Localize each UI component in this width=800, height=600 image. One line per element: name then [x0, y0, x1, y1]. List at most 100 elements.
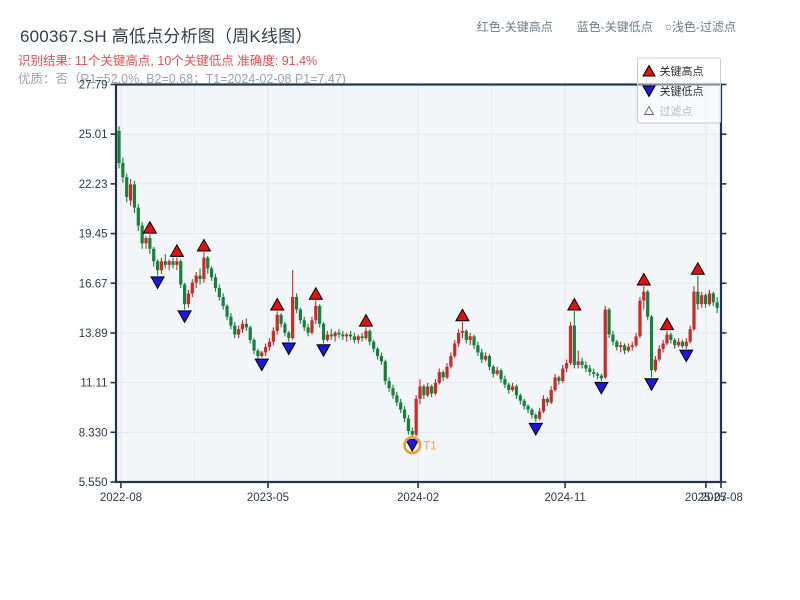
y-tick-label: 22.23 — [79, 179, 108, 191]
candle-body — [715, 302, 719, 308]
candle-body — [507, 384, 511, 390]
candle-body — [541, 398, 546, 412]
candle-body — [445, 366, 449, 378]
candle-body — [291, 297, 295, 339]
candle-body — [700, 295, 704, 305]
candle-body — [503, 379, 507, 385]
candle-body — [642, 291, 646, 301]
candle-body — [422, 386, 426, 396]
candle-body — [657, 348, 661, 360]
candle-body — [534, 414, 538, 419]
candle-body — [298, 309, 302, 321]
y-tick-label: 25.01 — [79, 129, 108, 141]
y-tick-label: 5.550 — [79, 477, 108, 489]
candle-body — [279, 314, 283, 324]
candle-body — [468, 336, 472, 340]
candle-body — [491, 366, 495, 374]
candle-body — [634, 336, 638, 346]
candle-body — [210, 268, 214, 278]
key-high-marker — [636, 272, 652, 286]
x-tick-label: 2024-11 — [544, 492, 585, 504]
candle-body — [186, 293, 191, 305]
candle-body — [287, 332, 291, 339]
legend-item-label: 关键高点 — [660, 64, 704, 78]
t1-label: T1 — [423, 440, 436, 452]
candle-body — [217, 288, 221, 298]
candle-body — [480, 352, 484, 360]
candle-body — [522, 400, 526, 407]
candle-body — [441, 372, 445, 378]
key-low-marker — [404, 439, 420, 453]
y-tick-label: 13.89 — [79, 328, 108, 340]
candle-body — [572, 325, 576, 365]
key-high-marker — [269, 297, 285, 311]
candle-body — [711, 293, 715, 303]
legend-key-low-icon — [642, 85, 656, 98]
key-high-markers — [142, 220, 706, 331]
candle-body — [399, 402, 403, 410]
candle-body — [514, 386, 519, 396]
t1-annotation: T1 — [403, 436, 437, 455]
candle-body — [140, 225, 144, 244]
candle-body — [206, 257, 210, 269]
candle-body — [414, 398, 418, 435]
y-tick-label: 16.67 — [79, 278, 108, 290]
candle-body — [638, 300, 642, 337]
legend-frame — [637, 57, 721, 124]
candle-body — [464, 330, 468, 340]
candle-body — [128, 184, 133, 201]
candle-body — [696, 291, 700, 305]
candle-body — [202, 257, 206, 280]
key-low-marker — [150, 276, 165, 290]
candle-body — [167, 261, 171, 265]
candle-body — [499, 370, 503, 380]
candle-body — [568, 325, 573, 364]
candle-body — [484, 355, 488, 360]
key-high-marker — [196, 238, 212, 252]
key-high-marker — [690, 261, 706, 275]
candle-body — [653, 359, 657, 371]
candle-body — [460, 330, 465, 333]
candle-body — [707, 293, 712, 305]
candle-body — [630, 345, 634, 348]
candle-body — [213, 277, 218, 289]
candle-body — [194, 275, 198, 283]
key-low-marker — [528, 422, 544, 436]
candle-body — [271, 330, 275, 342]
legend-item-label: 关键低点 — [660, 84, 704, 98]
candle-body — [449, 355, 453, 367]
candle-body — [588, 368, 592, 373]
candle-body — [275, 314, 279, 331]
candle-body — [318, 305, 322, 324]
candle-body — [152, 248, 156, 262]
candle-body — [175, 261, 179, 265]
candle-body — [619, 345, 623, 348]
candle-body — [665, 334, 669, 344]
candle-body — [329, 334, 333, 337]
candle-body — [611, 334, 615, 342]
candle-body — [383, 361, 387, 382]
note-filtered: ○浅色-过滤点 — [664, 20, 736, 34]
candle-body — [603, 309, 607, 378]
candle-body — [526, 406, 530, 410]
candle-body — [692, 291, 696, 330]
candle-body — [472, 336, 476, 346]
candle-body — [306, 327, 310, 333]
candle-body — [661, 343, 665, 349]
candle-body — [302, 320, 306, 328]
candle-body — [148, 238, 152, 249]
key-high-marker — [455, 308, 470, 322]
candle-body — [171, 261, 175, 265]
candle-body — [375, 348, 380, 356]
candle-body — [252, 339, 256, 351]
candle-body — [406, 418, 411, 432]
t1-circle — [403, 436, 422, 455]
candle-body — [626, 347, 630, 351]
candle-body — [437, 372, 441, 383]
axes-labels: 27.79 25.01 22.23 19.45 16.67 13.89 11.11 8.330… — [79, 80, 743, 505]
candle-body — [410, 431, 414, 435]
candle-body — [511, 386, 515, 390]
